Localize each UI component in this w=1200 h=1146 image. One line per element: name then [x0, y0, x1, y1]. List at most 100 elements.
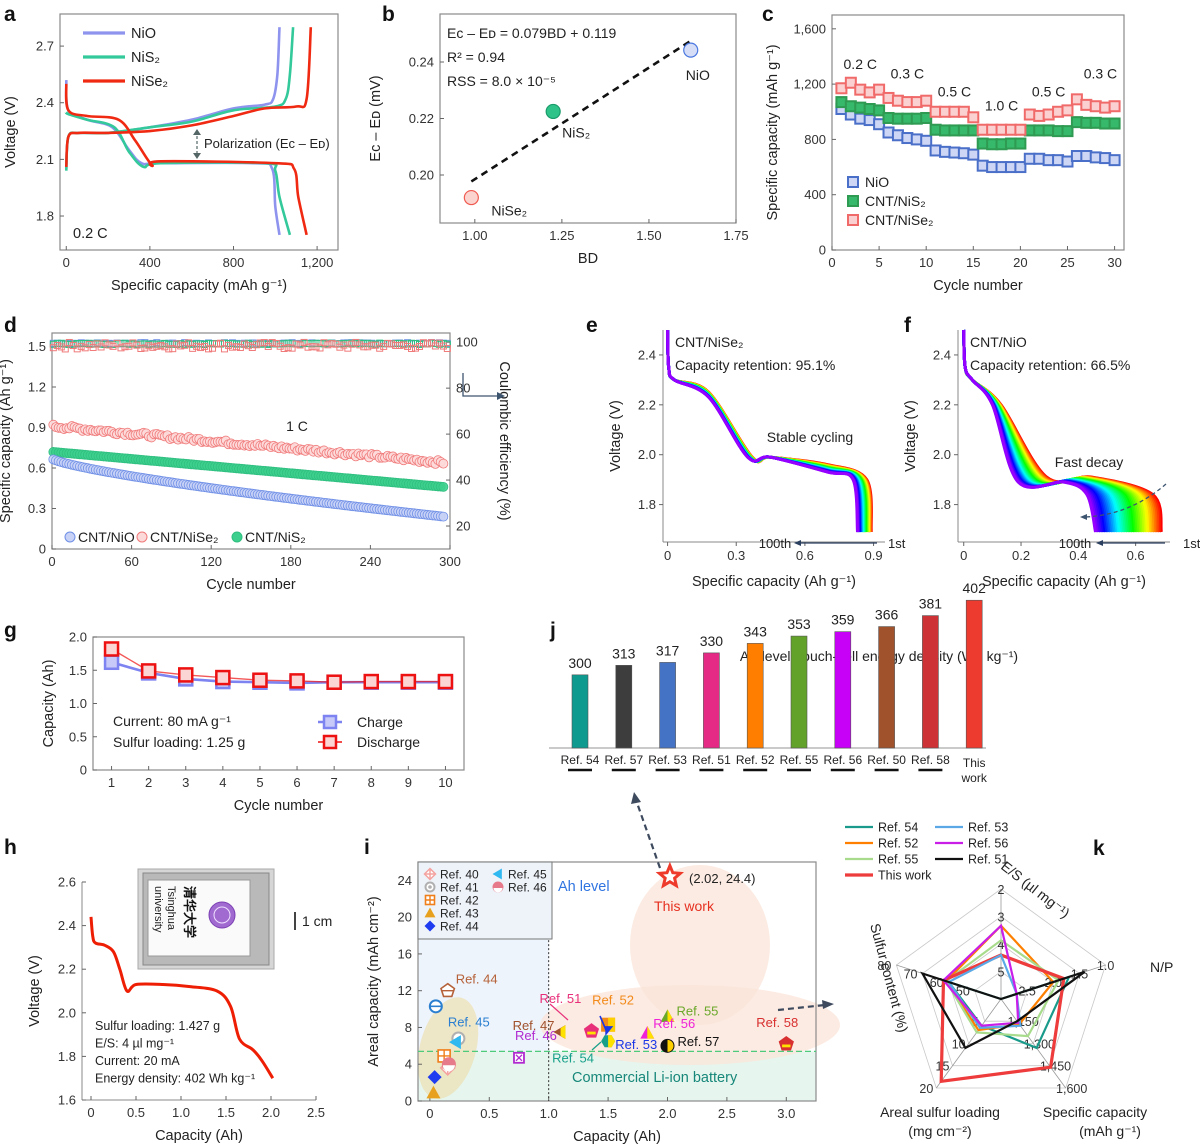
- radar-grid: [895, 888, 1107, 1089]
- x-tick-label: 4: [219, 775, 226, 790]
- y-tick-label: 2.4: [36, 95, 54, 110]
- radar-tick-label: 1,450: [1040, 1060, 1071, 1074]
- x-tick-label: 300: [439, 554, 461, 569]
- marker-half: [667, 1009, 675, 1023]
- capacity-point: [438, 511, 449, 522]
- fit-line: [470, 39, 692, 183]
- radar-axis-title: N/P: [1150, 959, 1173, 975]
- x-tick-label: 2: [145, 775, 152, 790]
- ce-point: [360, 343, 368, 351]
- last-cycle-label: 100th: [759, 536, 792, 551]
- data-point: [1014, 161, 1027, 174]
- plot-frame: [417, 861, 817, 1102]
- y-tick-label: 2.4: [638, 347, 656, 362]
- ce-point: [308, 343, 316, 351]
- bar: [834, 631, 852, 749]
- legend-label: CNT/NiSe₂: [865, 212, 933, 228]
- y-axis-title: Capacity (Ah): [41, 660, 57, 748]
- y-tick-label: 1.8: [36, 209, 54, 224]
- ce-point: [408, 344, 416, 352]
- marker-half: [442, 1065, 455, 1072]
- arrowhead: [631, 792, 641, 804]
- legend-label: Ref. 42: [440, 894, 479, 908]
- ce-point: [161, 343, 169, 351]
- x-tick-label: 8: [368, 775, 375, 790]
- cycle-curve: [962, 329, 1097, 533]
- ah-level-bubble: [540, 985, 840, 1065]
- y-tick-label: 1.5: [69, 663, 87, 678]
- ce-point: [117, 344, 125, 352]
- x-axis-title: Specific capacity (Ah g⁻¹): [692, 574, 856, 590]
- panel-label-j: j: [549, 619, 556, 642]
- ce-point: [153, 342, 161, 350]
- y-tick-label: 2.2: [933, 397, 951, 412]
- rate-label: 0.5 C: [938, 84, 971, 100]
- y-tick-label: 1.0: [69, 696, 87, 711]
- legend-label: Discharge: [357, 734, 420, 750]
- ce-point: [419, 339, 427, 347]
- point-label: Ref. 57: [677, 1034, 719, 1049]
- ce-point: [276, 342, 284, 350]
- radar-grid: [922, 916, 1080, 1067]
- ce-point: [412, 344, 420, 352]
- bar: [703, 652, 720, 749]
- y-axis-title: Eᴄ – Eᴅ (mV): [368, 75, 384, 161]
- curve-discharge: [64, 83, 308, 236]
- point-label: Ref. 51: [539, 991, 581, 1006]
- ce-point: [216, 339, 224, 347]
- ce-point: [244, 342, 252, 350]
- ce-point: [205, 345, 213, 353]
- triangle-marker: [426, 1085, 441, 1099]
- x-tick-label: 2.5: [718, 1106, 736, 1121]
- chinese-name: 清华大学: [182, 886, 197, 938]
- legend-label: Ref. 43: [440, 907, 479, 921]
- seal-ring: [213, 906, 231, 924]
- data-point: [437, 673, 454, 690]
- data-point: [103, 641, 120, 657]
- x-tick-label: 0: [664, 548, 671, 563]
- x-tick-label: 0.6: [1127, 548, 1145, 563]
- y-tick-label: 1.8: [638, 497, 656, 512]
- marker-half: [493, 888, 503, 893]
- decay-arrow: [1084, 483, 1167, 518]
- x-axis-title: Capacity (Ah): [155, 1128, 243, 1144]
- ce-point: [404, 342, 412, 350]
- rate-label: 0.3 C: [891, 66, 924, 82]
- x-tick-label: 0: [828, 255, 835, 270]
- y-tick-label: 2.0: [638, 447, 656, 462]
- legend-label: This work: [878, 869, 932, 883]
- ce-point: [268, 339, 276, 347]
- ce-point: [388, 340, 396, 348]
- marker-half: [667, 1039, 674, 1052]
- panel-label-i: i: [364, 836, 370, 859]
- legend-label: CNT/NiO: [78, 529, 135, 545]
- panel-a-voltage-profiles: 0 400 800 1,200 1.8 2.1 2.4 2.7 Specific capacit…: [3, 13, 339, 294]
- ce-point: [73, 345, 81, 353]
- x-tick-label: 3.0: [777, 1106, 795, 1121]
- curve-charge: [64, 27, 313, 168]
- ce-point: [260, 339, 268, 347]
- data-point: [215, 669, 231, 686]
- y-tick-label: 12: [398, 983, 412, 998]
- data-point: [1014, 137, 1027, 150]
- point-label: Ref. 56: [653, 1016, 695, 1031]
- bar-value-label: 313: [612, 645, 636, 661]
- left-triangle-marker: [449, 1035, 461, 1050]
- radar-spoke: [1000, 998, 1066, 1089]
- x-tick-label: 1.00: [462, 228, 487, 243]
- legend-box: [417, 861, 553, 940]
- ce-point: [224, 341, 232, 349]
- legend-label: NiO: [131, 26, 156, 42]
- radar-tick-label: 80: [877, 959, 891, 973]
- panel-label-d: d: [4, 314, 17, 337]
- y-tick-label: 0.20: [409, 167, 434, 182]
- x-tick-label: 180: [280, 554, 302, 569]
- sample-label: CNT/NiSe₂: [675, 334, 743, 350]
- ce-point: [121, 343, 129, 351]
- x-tick-label: 25: [1060, 255, 1074, 270]
- cell-spec-annotation: Current: 20 mA: [95, 1054, 180, 1068]
- ce-point: [396, 341, 404, 349]
- radar-axis-title: E/S (µl mg⁻¹): [998, 858, 1073, 921]
- left-triangle-marker: [492, 868, 502, 880]
- ce-point: [220, 345, 228, 353]
